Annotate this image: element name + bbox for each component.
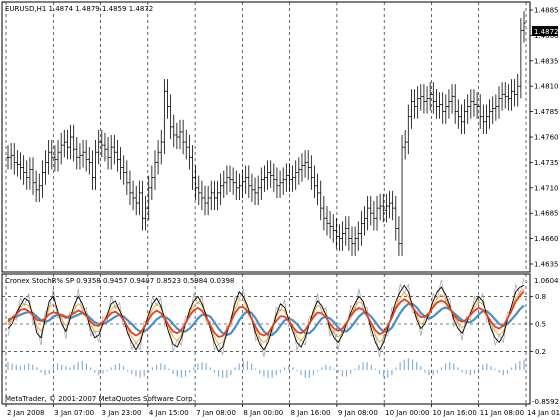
copyright-text: MetaTrader, © 2001-2007 MetaQuotes Softw…	[5, 395, 195, 403]
price-tick-label: 1.4810	[534, 83, 559, 91]
time-tick-label: 11 Jan 08:00	[480, 409, 524, 417]
price-bars	[6, 11, 526, 256]
price-tick-label: 1.4635	[534, 261, 559, 269]
grid-lines	[2, 2, 530, 404]
indicator-tick-label: 0.8	[535, 293, 546, 301]
indicator-line-black	[7, 284, 525, 353]
time-axis: 2 Jan 2008 3 Jan 07:00 3 Jan 23:00 4 Jan 15…	[5, 404, 560, 417]
time-tick-label: 14 Jan 01:00	[527, 409, 560, 417]
indicator-top-value: 1.0604	[534, 277, 559, 285]
time-tick-label: 10 Jan 00:00	[385, 409, 429, 417]
symbol-info: EURUSD,H1 1.4874 1.4879 1.4859 1.4872	[5, 5, 153, 13]
price-tick-label: 1.4785	[534, 108, 559, 116]
indicator-bottom-value: -0.8592	[532, 398, 559, 406]
time-tick-label: 9 Jan 08:00	[338, 409, 378, 417]
time-tick-label: 2 Jan 2008	[7, 409, 45, 417]
time-tick-label: 8 Jan 16:00	[291, 409, 331, 417]
price-tick-label: 1.4685	[534, 210, 559, 218]
price-tick-label: 1.4660	[534, 235, 559, 243]
price-panel-frame	[1, 1, 531, 273]
indicator-line-orange	[7, 288, 525, 345]
price-tick-label: 1.4885	[534, 7, 559, 15]
price-tick-label: 1.4735	[534, 159, 559, 167]
time-tick-label: 7 Jan 08:00	[196, 409, 236, 417]
current-price-badge	[532, 26, 558, 36]
indicator-tick-label: 0.5	[535, 321, 546, 329]
current-price-label: 1.4872	[534, 28, 559, 36]
indicator-title: Cronex StochR% SP 0.9358 0.9457 0.9407 0…	[5, 277, 234, 285]
price-axis: 1.48851.48601.48351.48101.47851.47601.47…	[530, 7, 559, 269]
time-tick-label: 3 Jan 07:00	[54, 409, 94, 417]
indicator-line-red	[7, 290, 525, 338]
time-tick-label: 4 Jan 15:00	[149, 409, 189, 417]
indicator-panel-frame	[1, 273, 531, 405]
time-tick-label: 10 Jan 16:00	[432, 409, 476, 417]
price-tick-label: 1.4835	[534, 57, 559, 65]
indicator-tick-label: 0.2	[535, 348, 546, 356]
time-tick-label: 3 Jan 23:00	[102, 409, 142, 417]
price-tick-label: 1.4710	[534, 184, 559, 192]
indicator-lines	[7, 277, 525, 378]
price-tick-label: 1.4760	[534, 134, 559, 142]
time-tick-label: 8 Jan 00:00	[243, 409, 283, 417]
indicator-line-blue	[7, 302, 525, 337]
indicator-axis: 0.8 0.5 0.2	[530, 293, 546, 356]
